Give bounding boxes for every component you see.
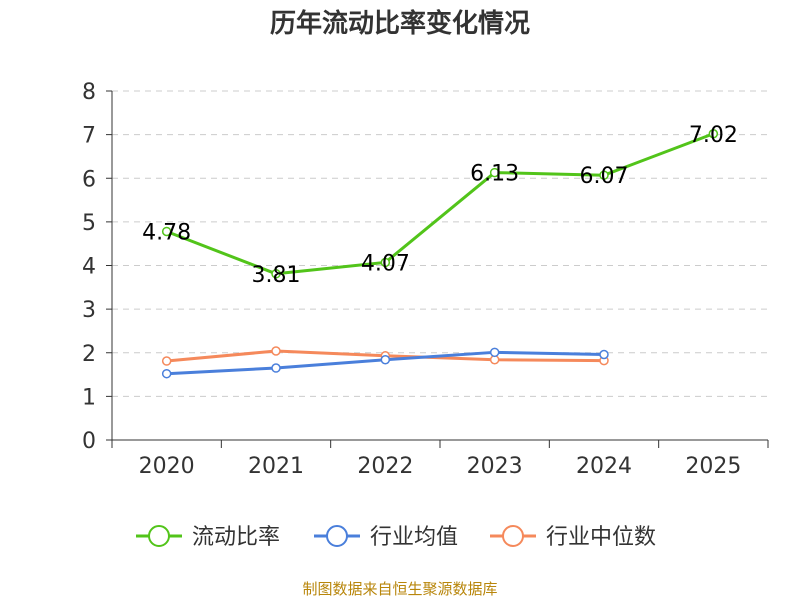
legend-label: 行业中位数 — [546, 525, 656, 550]
data-point — [271, 346, 281, 356]
x-tick-label: 2021 — [248, 454, 304, 479]
data-point — [161, 368, 172, 379]
chart-title: 历年流动比率变化情况 — [270, 8, 530, 39]
x-tick-label: 2024 — [576, 454, 632, 479]
data-label: 7.02 — [689, 123, 738, 148]
y-tick-label: 2 — [82, 342, 96, 367]
source-note: 制图数据来自恒生聚源数据库 — [302, 580, 497, 598]
series-line — [166, 132, 714, 276]
legend-item[interactable]: 行业均值 — [314, 525, 458, 550]
data-point — [161, 226, 172, 237]
x-tick-label: 2023 — [467, 454, 523, 479]
legend-label: 流动比率 — [192, 525, 280, 550]
y-tick-label: 0 — [82, 429, 96, 454]
data-point — [708, 129, 719, 139]
grid-lines — [112, 90, 768, 397]
series-group — [161, 129, 719, 379]
y-tick-label: 3 — [82, 298, 96, 323]
data-point — [271, 269, 281, 279]
legend[interactable]: 流动比率 行业均值 行业中位数 — [136, 525, 656, 550]
legend-label: 行业均值 — [370, 525, 458, 550]
data-label: 6.07 — [580, 164, 629, 189]
data-point — [599, 349, 609, 360]
data-point — [489, 347, 500, 358]
y-tick-label: 4 — [82, 255, 96, 280]
x-tick-label: 2020 — [139, 454, 195, 479]
x-tick-label: 2022 — [357, 454, 413, 479]
data-label: 4.07 — [361, 251, 410, 276]
data-point — [161, 356, 172, 366]
y-tick-label: 8 — [82, 80, 96, 105]
y-tick-label: 1 — [82, 385, 96, 410]
data-point — [599, 170, 609, 180]
data-labels: 4.78 3.81 4.07 6.13 6.07 7.02 — [142, 123, 738, 288]
legend-item[interactable]: 行业中位数 — [490, 525, 656, 550]
data-label: 4.78 — [142, 220, 191, 245]
y-tick-label: 7 — [82, 124, 96, 149]
y-tick-label: 5 — [82, 211, 96, 236]
legend-marker — [148, 525, 170, 547]
data-label: 3.81 — [252, 263, 301, 288]
legend-item[interactable]: 流动比率 — [136, 525, 280, 550]
data-point — [271, 363, 281, 373]
data-label: 6.13 — [470, 162, 519, 187]
legend-marker — [326, 525, 348, 547]
axes: 0 1 2 3 4 5 6 7 8 2020 2021 2022 2023 2024 2025 — [82, 80, 769, 479]
data-point — [380, 257, 391, 268]
data-point — [489, 167, 500, 178]
y-tick-label: 6 — [82, 167, 96, 192]
legend-marker — [502, 525, 524, 547]
x-tick-label: 2025 — [685, 454, 741, 479]
data-point — [380, 354, 391, 365]
